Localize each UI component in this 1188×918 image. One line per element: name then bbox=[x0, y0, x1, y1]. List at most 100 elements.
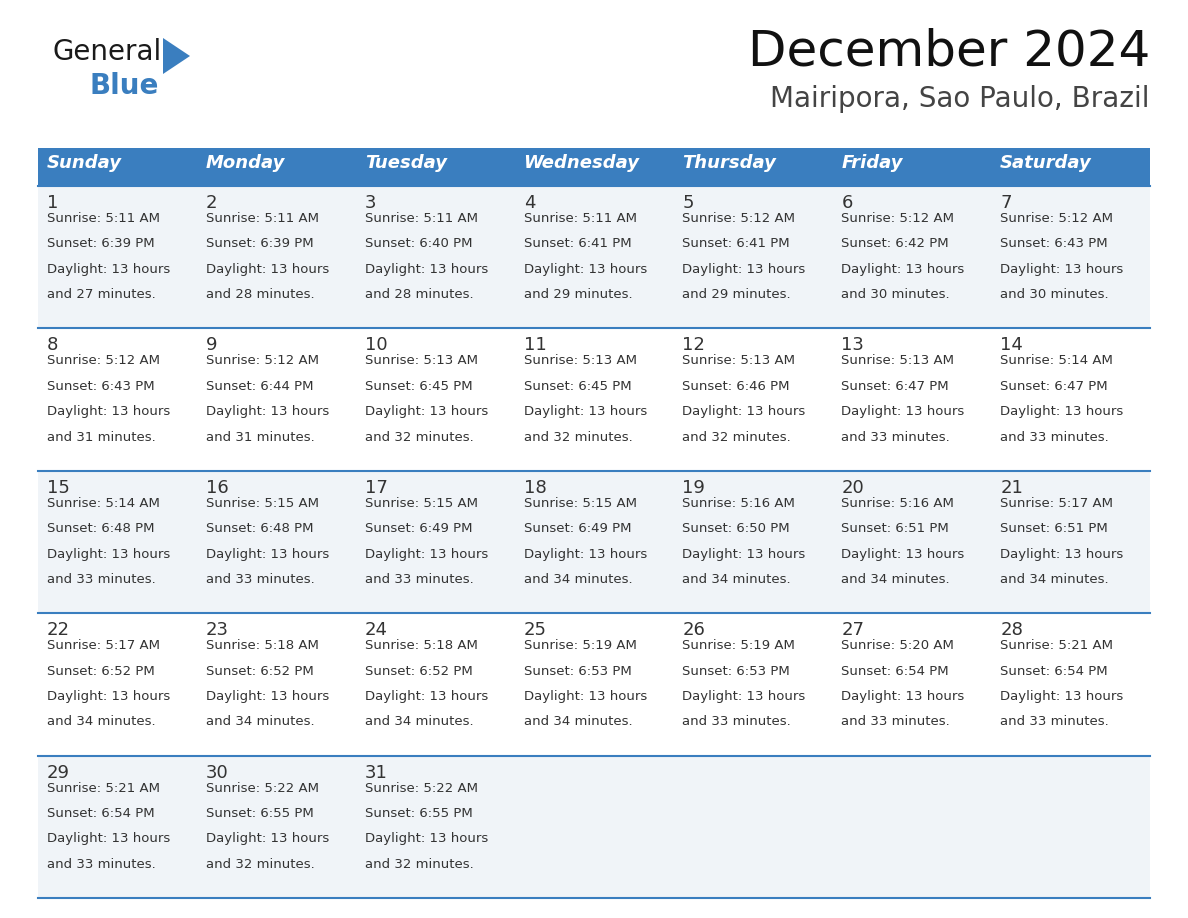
Text: General: General bbox=[52, 38, 162, 66]
Text: Sunset: 6:50 PM: Sunset: 6:50 PM bbox=[682, 522, 790, 535]
Text: and 28 minutes.: and 28 minutes. bbox=[365, 288, 473, 301]
Text: Sunrise: 5:16 AM: Sunrise: 5:16 AM bbox=[841, 497, 954, 509]
Text: Sunrise: 5:22 AM: Sunrise: 5:22 AM bbox=[206, 781, 318, 795]
Text: Daylight: 13 hours: Daylight: 13 hours bbox=[48, 263, 170, 275]
Text: Sunrise: 5:17 AM: Sunrise: 5:17 AM bbox=[48, 639, 160, 652]
Text: 6: 6 bbox=[841, 194, 853, 212]
Text: Sunset: 6:41 PM: Sunset: 6:41 PM bbox=[524, 238, 631, 251]
Text: and 34 minutes.: and 34 minutes. bbox=[841, 573, 950, 586]
Text: Sunset: 6:54 PM: Sunset: 6:54 PM bbox=[48, 807, 154, 820]
Text: and 33 minutes.: and 33 minutes. bbox=[48, 857, 156, 871]
Text: Sunrise: 5:19 AM: Sunrise: 5:19 AM bbox=[682, 639, 795, 652]
Text: Sunset: 6:54 PM: Sunset: 6:54 PM bbox=[841, 665, 949, 677]
Polygon shape bbox=[163, 38, 190, 74]
Text: Sunrise: 5:20 AM: Sunrise: 5:20 AM bbox=[841, 639, 954, 652]
Text: Sunrise: 5:15 AM: Sunrise: 5:15 AM bbox=[365, 497, 478, 509]
Text: Daylight: 13 hours: Daylight: 13 hours bbox=[682, 405, 805, 419]
Text: Daylight: 13 hours: Daylight: 13 hours bbox=[1000, 690, 1124, 703]
Text: and 32 minutes.: and 32 minutes. bbox=[365, 857, 474, 871]
Text: Sunrise: 5:13 AM: Sunrise: 5:13 AM bbox=[365, 354, 478, 367]
Text: Sunset: 6:40 PM: Sunset: 6:40 PM bbox=[365, 238, 472, 251]
Text: Wednesday: Wednesday bbox=[524, 154, 639, 172]
Text: Sunrise: 5:15 AM: Sunrise: 5:15 AM bbox=[206, 497, 318, 509]
Text: Sunset: 6:44 PM: Sunset: 6:44 PM bbox=[206, 380, 314, 393]
Text: Daylight: 13 hours: Daylight: 13 hours bbox=[206, 263, 329, 275]
Text: Sunset: 6:43 PM: Sunset: 6:43 PM bbox=[48, 380, 154, 393]
Text: and 34 minutes.: and 34 minutes. bbox=[48, 715, 156, 729]
Text: Daylight: 13 hours: Daylight: 13 hours bbox=[365, 548, 488, 561]
Text: Sunrise: 5:15 AM: Sunrise: 5:15 AM bbox=[524, 497, 637, 509]
Text: Sunset: 6:39 PM: Sunset: 6:39 PM bbox=[206, 238, 314, 251]
Text: Sunrise: 5:21 AM: Sunrise: 5:21 AM bbox=[48, 781, 160, 795]
Text: Daylight: 13 hours: Daylight: 13 hours bbox=[206, 833, 329, 845]
Text: 27: 27 bbox=[841, 621, 865, 639]
Text: 11: 11 bbox=[524, 336, 546, 354]
Bar bbox=[38, 148, 1150, 186]
Text: Sunset: 6:54 PM: Sunset: 6:54 PM bbox=[1000, 665, 1107, 677]
Text: Sunset: 6:39 PM: Sunset: 6:39 PM bbox=[48, 238, 154, 251]
Text: Daylight: 13 hours: Daylight: 13 hours bbox=[682, 548, 805, 561]
Text: 9: 9 bbox=[206, 336, 217, 354]
Text: Saturday: Saturday bbox=[1000, 154, 1092, 172]
Text: and 33 minutes.: and 33 minutes. bbox=[1000, 715, 1108, 729]
Text: Sunset: 6:51 PM: Sunset: 6:51 PM bbox=[841, 522, 949, 535]
Bar bbox=[38, 471, 1150, 613]
Text: Blue: Blue bbox=[90, 72, 159, 100]
Text: Sunset: 6:48 PM: Sunset: 6:48 PM bbox=[48, 522, 154, 535]
Text: Sunset: 6:53 PM: Sunset: 6:53 PM bbox=[682, 665, 790, 677]
Text: Daylight: 13 hours: Daylight: 13 hours bbox=[48, 405, 170, 419]
Text: Sunset: 6:52 PM: Sunset: 6:52 PM bbox=[48, 665, 154, 677]
Text: Daylight: 13 hours: Daylight: 13 hours bbox=[365, 690, 488, 703]
Text: Sunrise: 5:17 AM: Sunrise: 5:17 AM bbox=[1000, 497, 1113, 509]
Text: and 31 minutes.: and 31 minutes. bbox=[206, 431, 315, 443]
Text: Mairipora, Sao Paulo, Brazil: Mairipora, Sao Paulo, Brazil bbox=[771, 85, 1150, 113]
Bar bbox=[38, 186, 1150, 329]
Text: and 34 minutes.: and 34 minutes. bbox=[206, 715, 315, 729]
Text: and 33 minutes.: and 33 minutes. bbox=[841, 431, 950, 443]
Text: 16: 16 bbox=[206, 479, 228, 497]
Text: and 33 minutes.: and 33 minutes. bbox=[841, 715, 950, 729]
Text: Sunrise: 5:19 AM: Sunrise: 5:19 AM bbox=[524, 639, 637, 652]
Text: and 32 minutes.: and 32 minutes. bbox=[365, 431, 474, 443]
Text: Sunrise: 5:22 AM: Sunrise: 5:22 AM bbox=[365, 781, 478, 795]
Text: Sunset: 6:52 PM: Sunset: 6:52 PM bbox=[365, 665, 473, 677]
Text: Sunrise: 5:13 AM: Sunrise: 5:13 AM bbox=[524, 354, 637, 367]
Text: and 29 minutes.: and 29 minutes. bbox=[682, 288, 791, 301]
Text: Sunset: 6:49 PM: Sunset: 6:49 PM bbox=[365, 522, 472, 535]
Text: Sunset: 6:43 PM: Sunset: 6:43 PM bbox=[1000, 238, 1107, 251]
Text: 31: 31 bbox=[365, 764, 387, 781]
Text: 29: 29 bbox=[48, 764, 70, 781]
Text: Sunrise: 5:11 AM: Sunrise: 5:11 AM bbox=[365, 212, 478, 225]
Text: 15: 15 bbox=[48, 479, 70, 497]
Text: and 33 minutes.: and 33 minutes. bbox=[206, 573, 315, 586]
Text: Daylight: 13 hours: Daylight: 13 hours bbox=[841, 690, 965, 703]
Text: Monday: Monday bbox=[206, 154, 285, 172]
Text: and 30 minutes.: and 30 minutes. bbox=[841, 288, 950, 301]
Text: 2: 2 bbox=[206, 194, 217, 212]
Text: Daylight: 13 hours: Daylight: 13 hours bbox=[1000, 263, 1124, 275]
Text: Daylight: 13 hours: Daylight: 13 hours bbox=[48, 690, 170, 703]
Text: Sunrise: 5:16 AM: Sunrise: 5:16 AM bbox=[682, 497, 795, 509]
Text: Daylight: 13 hours: Daylight: 13 hours bbox=[48, 548, 170, 561]
Text: Daylight: 13 hours: Daylight: 13 hours bbox=[682, 263, 805, 275]
Text: and 34 minutes.: and 34 minutes. bbox=[1000, 573, 1108, 586]
Text: Thursday: Thursday bbox=[682, 154, 776, 172]
Text: Sunset: 6:52 PM: Sunset: 6:52 PM bbox=[206, 665, 314, 677]
Bar bbox=[38, 329, 1150, 471]
Text: 26: 26 bbox=[682, 621, 706, 639]
Text: Daylight: 13 hours: Daylight: 13 hours bbox=[524, 690, 646, 703]
Text: Daylight: 13 hours: Daylight: 13 hours bbox=[206, 690, 329, 703]
Text: Daylight: 13 hours: Daylight: 13 hours bbox=[524, 548, 646, 561]
Text: Sunset: 6:46 PM: Sunset: 6:46 PM bbox=[682, 380, 790, 393]
Text: Sunset: 6:48 PM: Sunset: 6:48 PM bbox=[206, 522, 314, 535]
Text: Daylight: 13 hours: Daylight: 13 hours bbox=[206, 548, 329, 561]
Text: and 30 minutes.: and 30 minutes. bbox=[1000, 288, 1108, 301]
Text: and 27 minutes.: and 27 minutes. bbox=[48, 288, 156, 301]
Text: Sunset: 6:45 PM: Sunset: 6:45 PM bbox=[365, 380, 473, 393]
Text: and 34 minutes.: and 34 minutes. bbox=[524, 715, 632, 729]
Text: Daylight: 13 hours: Daylight: 13 hours bbox=[841, 263, 965, 275]
Text: December 2024: December 2024 bbox=[747, 28, 1150, 76]
Text: 13: 13 bbox=[841, 336, 864, 354]
Text: and 32 minutes.: and 32 minutes. bbox=[682, 431, 791, 443]
Text: 28: 28 bbox=[1000, 621, 1023, 639]
